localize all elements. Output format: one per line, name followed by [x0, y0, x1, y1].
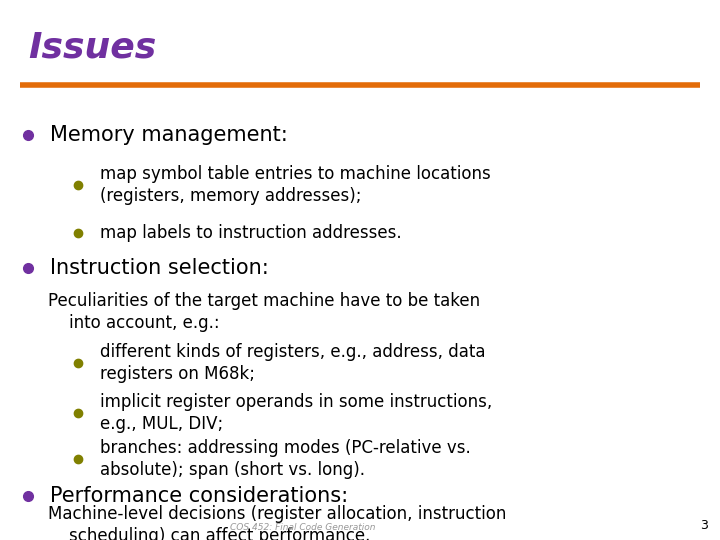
Text: COS 452: Final Code Generation: COS 452: Final Code Generation [230, 523, 375, 532]
Text: 3: 3 [700, 519, 708, 532]
Text: map labels to instruction addresses.: map labels to instruction addresses. [100, 224, 402, 242]
Text: Peculiarities of the target machine have to be taken
    into account, e.g.:: Peculiarities of the target machine have… [48, 292, 480, 333]
Text: Issues: Issues [28, 30, 156, 64]
Text: Machine-level decisions (register allocation, instruction
    scheduling) can af: Machine-level decisions (register alloca… [48, 504, 506, 540]
Text: branches: addressing modes (PC-relative vs.
absolute); span (short vs. long).: branches: addressing modes (PC-relative … [100, 438, 471, 480]
Text: map symbol table entries to machine locations
(registers, memory addresses);: map symbol table entries to machine loca… [100, 165, 491, 205]
Text: Performance considerations:: Performance considerations: [50, 486, 348, 506]
Text: Instruction selection:: Instruction selection: [50, 258, 269, 278]
Text: implicit register operands in some instructions,
e.g., MUL, DIV;: implicit register operands in some instr… [100, 393, 492, 434]
Text: Memory management:: Memory management: [50, 125, 288, 145]
Text: different kinds of registers, e.g., address, data
registers on M68k;: different kinds of registers, e.g., addr… [100, 342, 485, 383]
